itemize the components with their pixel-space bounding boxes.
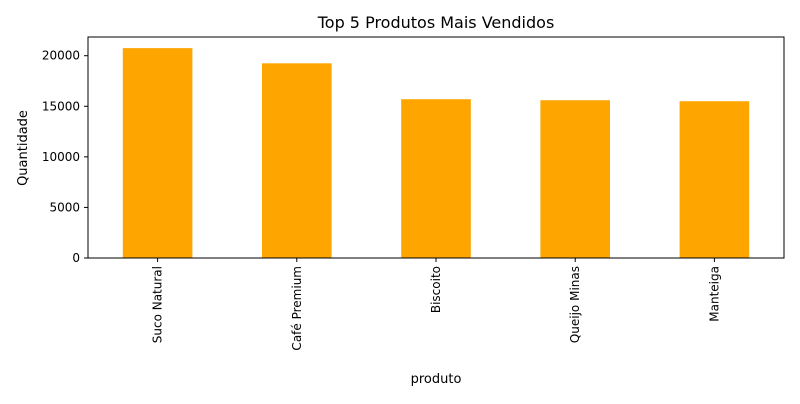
x-tick-label-2: Biscoito [429, 266, 443, 313]
x-tick-label-4: Manteiga [707, 266, 721, 322]
y-tick-label-2: 10000 [42, 150, 80, 164]
y-tick-label-4: 20000 [42, 49, 80, 63]
y-axis-label: Quantidade [16, 110, 31, 186]
y-tick-label-3: 15000 [42, 99, 80, 113]
x-axis-label: produto [411, 372, 462, 387]
bar-3 [540, 100, 610, 258]
x-axis-ticks: Suco Natural Café Premium Biscoito Queijo M… [151, 258, 721, 351]
y-tick-label-1: 5000 [49, 200, 80, 214]
y-axis-ticks: 0 5000 10000 15000 20000 [42, 49, 88, 265]
bar-2 [401, 99, 471, 258]
x-tick-label-0: Suco Natural [151, 266, 165, 343]
bar-0 [122, 48, 193, 259]
bar-4 [679, 101, 750, 258]
y-tick-label-0: 0 [72, 251, 80, 265]
x-tick-label-3: Queijo Minas [568, 266, 582, 343]
bar-1 [262, 63, 332, 258]
chart-title: Top 5 Produtos Mais Vendidos [317, 13, 555, 32]
x-tick-label-1: Café Premium [290, 266, 304, 351]
bars-layer [122, 48, 750, 259]
